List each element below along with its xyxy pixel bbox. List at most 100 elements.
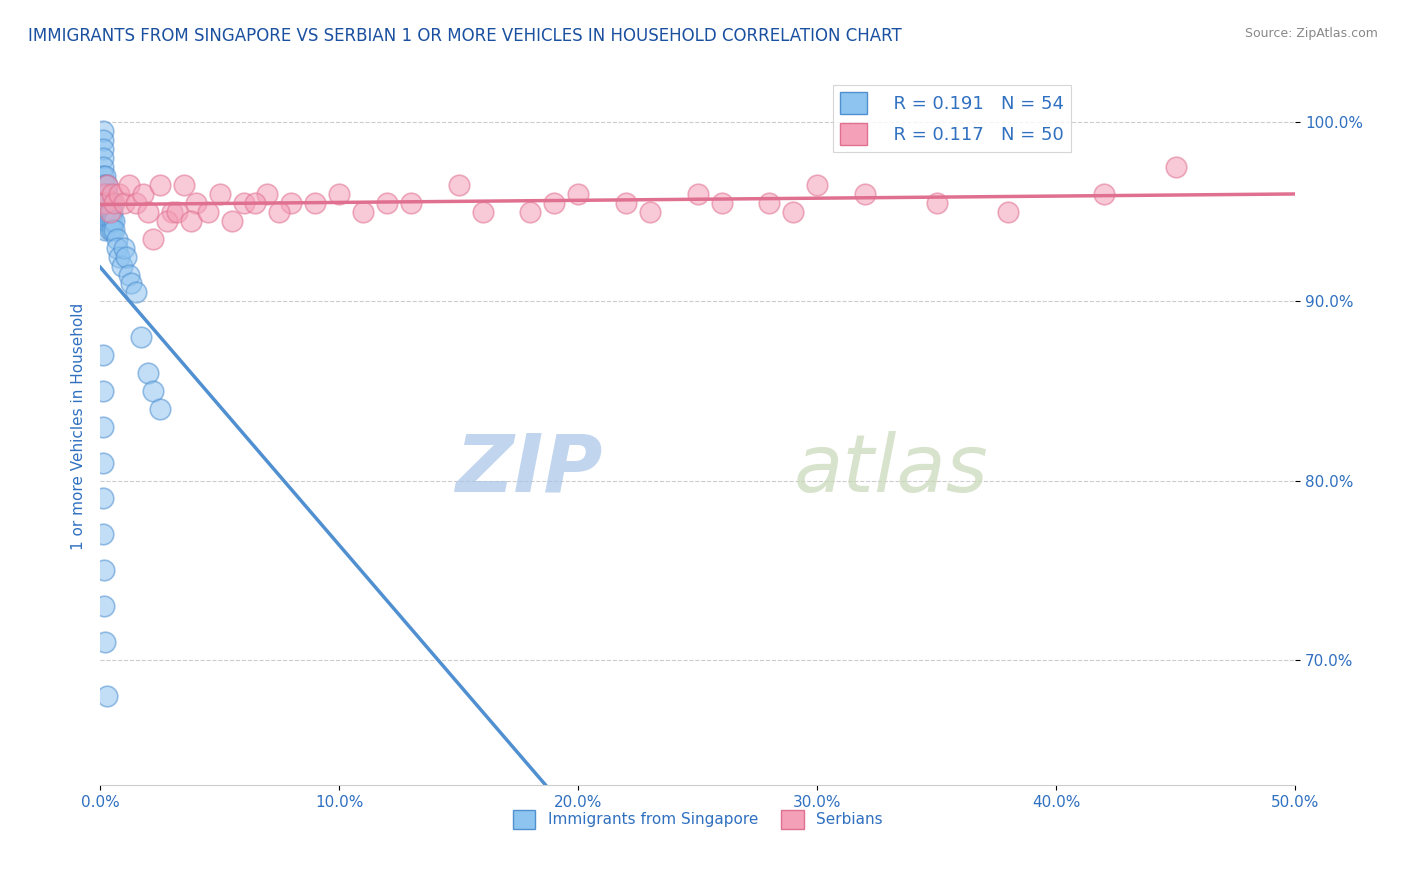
Point xyxy=(96,689,118,703)
Point xyxy=(94,195,117,210)
Point xyxy=(91,186,114,201)
Point xyxy=(94,223,117,237)
Point xyxy=(245,195,267,210)
Point xyxy=(997,204,1019,219)
Point xyxy=(129,330,152,344)
Point xyxy=(98,204,121,219)
Point xyxy=(567,186,589,201)
Point xyxy=(91,151,114,165)
Point xyxy=(184,195,207,210)
Text: IMMIGRANTS FROM SINGAPORE VS SERBIAN 1 OR MORE VEHICLES IN HOUSEHOLD CORRELATION: IMMIGRANTS FROM SINGAPORE VS SERBIAN 1 O… xyxy=(28,27,901,45)
Point xyxy=(91,204,114,219)
Point xyxy=(103,223,125,237)
Point xyxy=(399,195,422,210)
Point xyxy=(94,178,117,192)
Point xyxy=(125,285,148,300)
Point xyxy=(91,160,114,174)
Point xyxy=(149,401,172,416)
Point xyxy=(142,384,165,398)
Point xyxy=(543,195,565,210)
Point xyxy=(101,186,124,201)
Point xyxy=(94,634,117,648)
Point xyxy=(96,214,118,228)
Point xyxy=(96,195,118,210)
Point xyxy=(94,204,117,219)
Point xyxy=(132,186,155,201)
Point xyxy=(149,178,172,192)
Text: atlas: atlas xyxy=(793,431,988,508)
Point xyxy=(166,204,188,219)
Point xyxy=(93,563,115,577)
Point xyxy=(94,186,117,201)
Point xyxy=(101,195,124,210)
Point xyxy=(91,142,114,156)
Point xyxy=(1092,186,1115,201)
Text: ZIP: ZIP xyxy=(454,431,602,508)
Point xyxy=(103,195,125,210)
Point xyxy=(256,186,278,201)
Point xyxy=(173,178,195,192)
Point xyxy=(269,204,291,219)
Point xyxy=(91,384,114,398)
Point xyxy=(519,204,541,219)
Point xyxy=(91,169,114,183)
Point xyxy=(91,456,114,470)
Point xyxy=(136,366,159,380)
Point xyxy=(112,195,135,210)
Point xyxy=(105,241,128,255)
Point xyxy=(91,419,114,434)
Point xyxy=(101,204,124,219)
Point xyxy=(91,178,114,192)
Point xyxy=(120,277,142,291)
Point xyxy=(103,214,125,228)
Point xyxy=(93,599,115,613)
Y-axis label: 1 or more Vehicles in Household: 1 or more Vehicles in Household xyxy=(72,303,86,550)
Point xyxy=(96,178,118,192)
Point xyxy=(806,178,828,192)
Point xyxy=(91,186,114,201)
Point xyxy=(280,195,302,210)
Point xyxy=(125,195,148,210)
Point xyxy=(614,195,637,210)
Point xyxy=(108,186,131,201)
Point xyxy=(94,214,117,228)
Point xyxy=(105,232,128,246)
Point xyxy=(180,214,202,228)
Point xyxy=(98,223,121,237)
Point xyxy=(710,195,733,210)
Point xyxy=(758,195,780,210)
Point xyxy=(1164,160,1187,174)
Point xyxy=(375,195,398,210)
Point xyxy=(304,195,326,210)
Point xyxy=(101,223,124,237)
Point xyxy=(142,232,165,246)
Point xyxy=(232,195,254,210)
Point xyxy=(96,204,118,219)
Point xyxy=(686,186,709,201)
Point xyxy=(91,491,114,506)
Point xyxy=(208,186,231,201)
Point xyxy=(638,204,661,219)
Point xyxy=(352,204,374,219)
Point xyxy=(136,204,159,219)
Point xyxy=(925,195,948,210)
Point xyxy=(91,133,114,147)
Point xyxy=(112,241,135,255)
Point xyxy=(853,186,876,201)
Point xyxy=(221,214,243,228)
Point xyxy=(160,204,183,219)
Point xyxy=(115,250,138,264)
Point xyxy=(118,268,141,282)
Text: Source: ZipAtlas.com: Source: ZipAtlas.com xyxy=(1244,27,1378,40)
Point xyxy=(98,214,121,228)
Point xyxy=(91,348,114,362)
Point xyxy=(101,214,124,228)
Point xyxy=(197,204,219,219)
Point xyxy=(156,214,179,228)
Point xyxy=(94,195,117,210)
Point xyxy=(91,195,114,210)
Point xyxy=(96,186,118,201)
Point xyxy=(118,178,141,192)
Point xyxy=(91,124,114,138)
Point xyxy=(91,527,114,541)
